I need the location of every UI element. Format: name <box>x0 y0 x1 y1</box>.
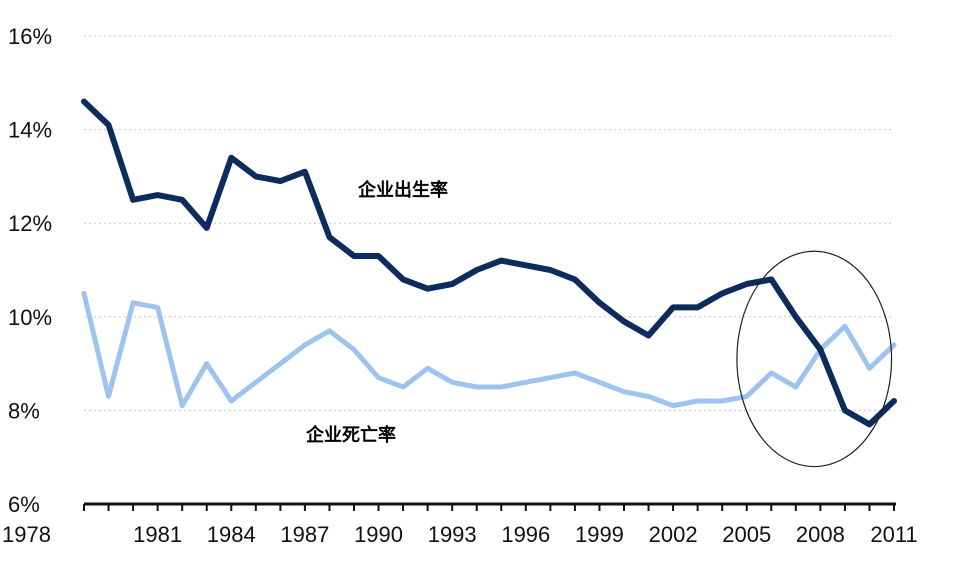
x-tick-label: 1990 <box>354 522 403 547</box>
y-tick-label: 10% <box>8 305 52 330</box>
highlight-ellipse <box>736 250 893 468</box>
death-rate-label: 企业死亡率 <box>305 424 396 446</box>
y-tick-label: 6% <box>8 492 40 517</box>
x-tick-label: 2005 <box>722 522 771 547</box>
death-rate-line <box>81 290 897 409</box>
x-tick-label: 1987 <box>280 522 329 547</box>
birth-rate-label: 企业出生率 <box>357 179 448 201</box>
grid-lines <box>84 35 894 411</box>
x-tick-label: 2008 <box>796 522 845 547</box>
series-lines <box>81 98 897 428</box>
birth-rate-line <box>81 98 897 428</box>
x-axis: 1978 1981 1984 1987 1990 1993 1996 1999 2002 2005… <box>2 502 918 547</box>
annotations <box>736 250 893 468</box>
y-tick-label: 12% <box>8 211 52 236</box>
x-tick-label: 1981 <box>133 522 182 547</box>
y-tick-label: 16% <box>8 24 52 49</box>
x-tick-label: 1993 <box>428 522 477 547</box>
y-axis: 6% 8% 10% 12% 14% 16% <box>8 24 52 517</box>
x-tick-label: 2011 <box>870 522 917 547</box>
x-tick-label: 1999 <box>575 522 624 547</box>
x-tick-label: 1978 <box>2 522 51 547</box>
x-tick-label: 2002 <box>649 522 698 547</box>
x-tick-label: 1996 <box>501 522 550 547</box>
y-tick-label: 8% <box>8 398 40 423</box>
x-tick-label: 1984 <box>207 522 256 547</box>
y-tick-label: 14% <box>8 118 52 143</box>
